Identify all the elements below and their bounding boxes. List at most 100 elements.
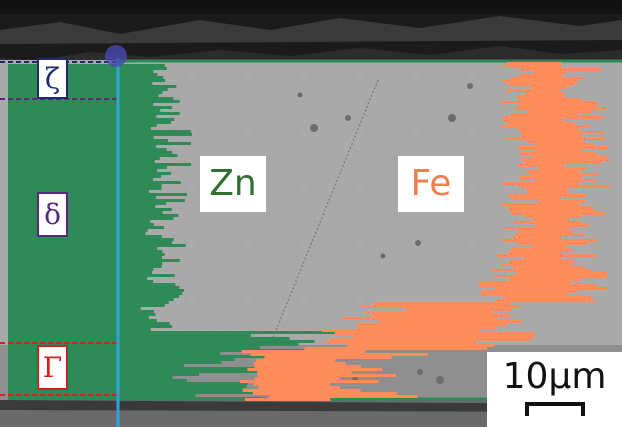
zn-profile-segment	[8, 328, 151, 331]
fe-profile-segment	[253, 362, 346, 365]
zn-profile-segment	[8, 292, 183, 295]
zn-profile-segment	[8, 208, 172, 211]
zn-profile-segment	[8, 124, 157, 127]
zn-profile-segment	[8, 232, 146, 235]
fe-profile-segment	[524, 92, 565, 95]
zn-profile-segment	[8, 319, 157, 322]
zn-profile-segment	[8, 169, 158, 172]
fe-profile-segment	[517, 242, 588, 245]
fe-profile-segment	[533, 245, 566, 248]
zn-profile-segment	[8, 265, 162, 268]
fe-profile-segment	[521, 131, 606, 134]
fe-profile-segment	[268, 395, 418, 398]
zn-profile-segment	[8, 172, 172, 175]
fe-profile-segment	[509, 83, 575, 86]
zn-profile-segment	[8, 142, 191, 145]
zn-profile-segment	[8, 346, 260, 349]
zn-profile-segment	[8, 259, 180, 262]
zn-profile-segment	[8, 286, 180, 289]
zn-profile-segment	[8, 184, 162, 187]
fe-profile-segment	[491, 269, 592, 272]
zn-profile-segment	[8, 289, 185, 292]
zn-profile-segment	[8, 307, 141, 310]
fe-profile-segment	[519, 98, 581, 101]
zn-profile-segment	[8, 313, 156, 316]
fe-profile-segment	[252, 392, 398, 395]
fe-profile-segment	[507, 122, 576, 125]
fe-profile-segment	[516, 272, 608, 275]
fe-profile-segment	[257, 374, 397, 377]
pores	[14, 83, 473, 385]
fe-profile-segment	[341, 317, 498, 320]
zn-profile-segment	[8, 283, 176, 286]
scale-bar-box: 10μm	[487, 352, 622, 427]
zn-profile-segment	[8, 250, 163, 253]
fe-profile-segment	[521, 158, 610, 161]
fe-profile-segment	[535, 149, 581, 152]
fe-profile-segment	[530, 173, 600, 176]
fe-profile-segment	[245, 398, 331, 401]
fe-profile-segment	[516, 95, 566, 98]
fe-profile-segment	[525, 161, 602, 164]
zn-profile-segment	[8, 145, 157, 148]
zn-profile-segment	[8, 274, 175, 277]
fe-profile-segment	[257, 371, 352, 374]
fe-profile-segment	[538, 200, 586, 203]
fe-profile-segment	[240, 380, 379, 383]
zn-profile-segment	[8, 262, 163, 265]
fe-profile-segment	[518, 104, 597, 107]
crack-line	[271, 79, 379, 341]
fe-label: Fe	[398, 156, 464, 212]
zn-profile-segment	[8, 199, 185, 202]
fe-profile-segment	[519, 74, 563, 77]
fe-profile-segment	[502, 239, 598, 242]
fe-profile-segment	[538, 167, 588, 170]
zn-profile-segment	[8, 334, 251, 337]
zn-profile-segment	[8, 190, 150, 193]
zn-profile-segment	[8, 370, 269, 373]
fe-profile-segment	[504, 137, 605, 140]
fe-profile-segment	[517, 128, 579, 131]
fe-profile-segment	[347, 344, 495, 347]
fe-profile-segment	[513, 266, 585, 269]
zn-profile-segment	[8, 139, 169, 142]
zn-profile-segment	[8, 301, 169, 304]
zn-profile-segment	[8, 391, 266, 394]
fe-profile-segment	[526, 140, 585, 143]
fe-profile-segment	[528, 110, 592, 113]
fe-profile-segment	[513, 221, 581, 224]
zn-profile-segment	[8, 166, 167, 169]
zn-profile-segment	[8, 397, 262, 400]
fe-profile-segment	[523, 215, 580, 218]
fe-profile-segment	[254, 365, 361, 368]
fe-profile-segment	[513, 107, 607, 110]
fe-profile-segment	[500, 101, 598, 104]
fe-profile-segment	[512, 212, 606, 215]
fe-profile-segment	[352, 335, 535, 338]
fe-profile-segment	[516, 233, 586, 236]
zn-profile-segment	[8, 223, 154, 226]
fe-profile-segment	[513, 236, 562, 239]
zn-profile-segment	[8, 73, 158, 76]
scan-start-marker	[105, 45, 127, 67]
zn-profile-segment	[8, 349, 359, 352]
fe-profile-segment	[509, 209, 597, 212]
zeta-symbol: ζ	[44, 62, 61, 95]
fe-profile-segment	[360, 305, 520, 308]
fe-profile-segment	[501, 203, 580, 206]
zn-profile-segment	[8, 193, 188, 196]
zn-profile-segment	[8, 64, 165, 67]
fe-profile-segment	[373, 302, 511, 305]
fe-profile-segment	[511, 77, 585, 80]
fe-profile-segment	[258, 386, 340, 389]
fe-profile-segment	[503, 119, 564, 122]
fe-profile-segment	[481, 290, 578, 293]
fe-profile-segment	[247, 368, 383, 371]
fe-profile-segment	[533, 218, 569, 221]
zn-profile-segment	[8, 226, 164, 229]
zn-profile-segment	[8, 229, 148, 232]
zn-profile-segment	[8, 178, 154, 181]
zn-profile-segment	[8, 151, 173, 154]
zn-profile-segment	[8, 220, 151, 223]
zn-profile-segment	[8, 253, 165, 256]
